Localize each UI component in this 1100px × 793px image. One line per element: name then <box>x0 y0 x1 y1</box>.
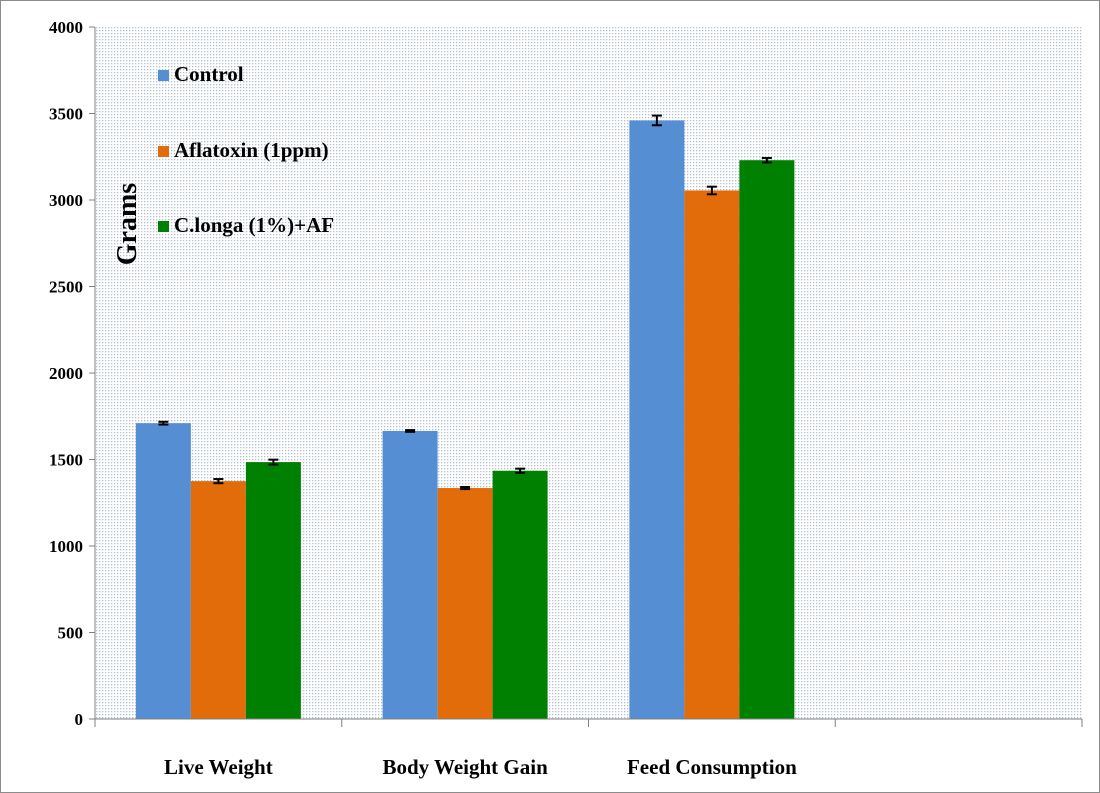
y-tick-label: 1500 <box>49 451 83 470</box>
bars-layer <box>135 114 795 720</box>
bar <box>437 488 493 719</box>
x-category-label: Body Weight Gain <box>382 755 548 779</box>
x-category-label: Feed Consumption <box>627 755 797 779</box>
y-tick-label: 3000 <box>49 191 83 210</box>
legend-swatch <box>158 146 169 157</box>
y-tick-label: 4000 <box>49 18 83 37</box>
bar <box>492 470 548 719</box>
axes-layer <box>89 26 1083 727</box>
legend-swatch <box>158 70 169 81</box>
x-category-labels: Live Weight Body Weight Gain Feed Consumpt… <box>164 755 797 779</box>
x-category-label: Live Weight <box>164 755 273 779</box>
legend-label: Control <box>174 62 244 86</box>
bar <box>739 160 795 719</box>
y-tick-label: 0 <box>75 710 84 729</box>
y-axis-title: Grams <box>112 183 143 266</box>
bar <box>245 462 301 719</box>
bar <box>684 190 740 720</box>
y-tick-label: 1000 <box>49 537 83 556</box>
y-tick-labels: 0 500 1000 1500 2000 2500 3000 3500 4000 <box>49 18 83 729</box>
y-tick-label: 2500 <box>49 278 83 297</box>
legend-label: C.longa (1%)+AF <box>174 213 334 237</box>
bar <box>190 481 246 719</box>
legend-swatch <box>158 221 169 232</box>
bar <box>382 430 438 719</box>
bar <box>629 120 685 720</box>
legend-item: C.longa (1%)+AF <box>158 213 334 237</box>
y-tick-label: 3500 <box>49 105 83 124</box>
y-tick-label: 2000 <box>49 364 83 383</box>
legend-item: Aflatoxin (1ppm) <box>158 138 329 162</box>
legend-item: Control <box>158 62 244 86</box>
legend: Control Aflatoxin (1ppm) C.longa (1%)+AF <box>158 62 334 237</box>
bar <box>135 423 191 719</box>
y-tick-label: 500 <box>58 624 84 643</box>
legend-label: Aflatoxin (1ppm) <box>174 138 329 162</box>
